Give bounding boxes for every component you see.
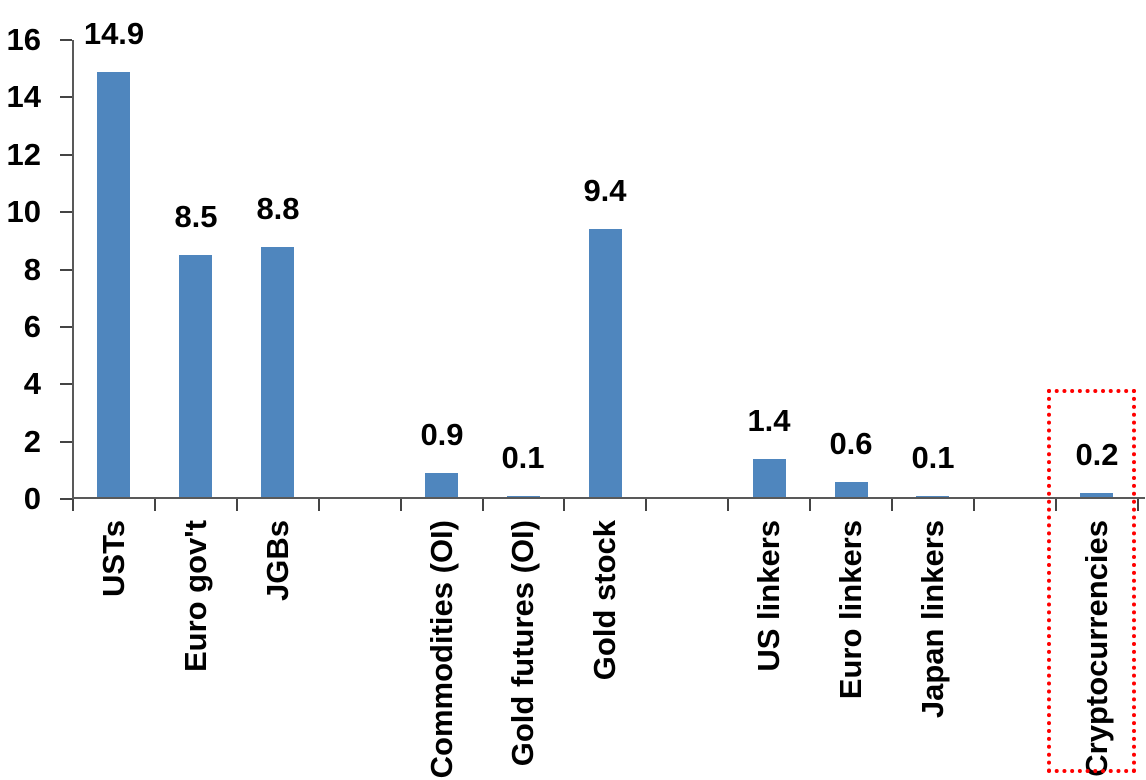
x-tick xyxy=(318,499,320,511)
y-tick-label: 0 xyxy=(23,481,41,516)
bar-gold-stock xyxy=(589,229,622,499)
value-label-cryptocurrencies: 0.2 xyxy=(1075,437,1119,472)
x-tick xyxy=(727,499,729,511)
y-tick xyxy=(60,383,72,385)
x-axis-line xyxy=(72,497,1145,499)
bar-euro-linkers xyxy=(835,482,868,499)
category-label-euro-linkers: Euro linkers xyxy=(833,520,868,700)
bar-euro-gov-t xyxy=(179,255,212,499)
category-label-us-linkers: US linkers xyxy=(751,520,786,672)
y-axis-line xyxy=(72,40,74,499)
x-tick xyxy=(645,499,647,511)
y-tick-label: 6 xyxy=(23,309,41,344)
category-label-commodities-oi: Commodities (OI) xyxy=(424,520,459,779)
y-tick xyxy=(60,96,72,98)
bar-cryptocurrencies xyxy=(1080,493,1113,499)
y-tick-label: 4 xyxy=(23,366,41,401)
y-tick xyxy=(60,326,72,328)
value-label-gold-stock: 9.4 xyxy=(583,173,627,208)
y-tick xyxy=(60,498,72,500)
y-tick-label: 14 xyxy=(6,79,41,114)
category-label-gold-stock: Gold stock xyxy=(587,520,622,681)
value-label-euro-linkers: 0.6 xyxy=(829,426,873,461)
y-tick-label: 8 xyxy=(23,252,41,287)
bar-jgbs xyxy=(261,247,294,499)
category-label-gold-futures-oi: Gold futures (OI) xyxy=(505,520,540,767)
value-label-usts: 14.9 xyxy=(83,16,145,51)
bar-us-linkers xyxy=(753,459,786,499)
value-label-commodities-oi: 0.9 xyxy=(420,417,464,452)
x-tick xyxy=(72,499,74,511)
x-tick xyxy=(563,499,565,511)
value-label-euro-gov-t: 8.5 xyxy=(174,199,218,234)
category-label-japan-linkers: Japan linkers xyxy=(915,520,950,719)
x-tick xyxy=(891,499,893,511)
category-label-jgbs: JGBs xyxy=(260,520,295,601)
y-tick-label: 2 xyxy=(23,424,41,459)
y-tick xyxy=(60,154,72,156)
y-tick xyxy=(60,39,72,41)
x-tick xyxy=(400,499,402,511)
value-label-japan-linkers: 0.1 xyxy=(911,440,955,475)
category-label-usts: USTs xyxy=(96,520,131,597)
value-label-jgbs: 8.8 xyxy=(256,191,300,226)
x-tick xyxy=(154,499,156,511)
x-tick xyxy=(482,499,484,511)
x-tick xyxy=(1055,499,1057,511)
y-tick xyxy=(60,211,72,213)
bar-usts xyxy=(97,72,130,499)
category-label-euro-gov-t: Euro gov't xyxy=(178,520,213,673)
y-tick xyxy=(60,441,72,443)
y-tick-label: 12 xyxy=(6,137,41,172)
x-tick xyxy=(809,499,811,511)
x-tick xyxy=(973,499,975,511)
y-tick-label: 16 xyxy=(6,22,41,57)
highlight-box-cryptocurrencies xyxy=(1047,389,1136,773)
x-tick xyxy=(1137,499,1139,511)
value-label-gold-futures-oi: 0.1 xyxy=(501,440,545,475)
x-tick xyxy=(236,499,238,511)
y-tick xyxy=(60,269,72,271)
y-tick-label: 10 xyxy=(6,194,41,229)
value-label-us-linkers: 1.4 xyxy=(747,403,791,438)
bar-commodities-oi xyxy=(425,473,458,499)
